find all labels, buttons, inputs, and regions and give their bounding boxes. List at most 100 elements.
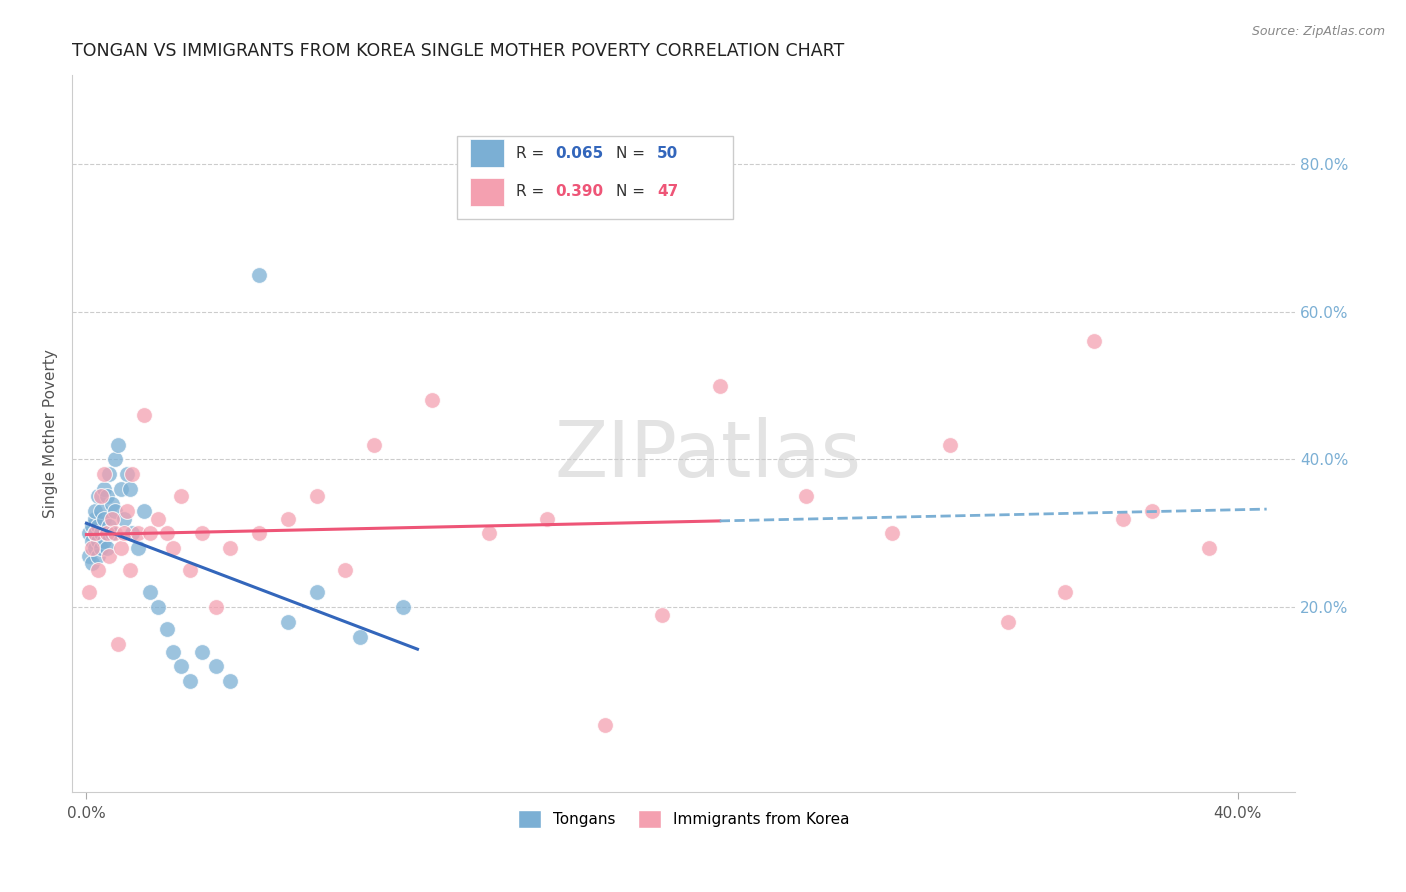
Text: TONGAN VS IMMIGRANTS FROM KOREA SINGLE MOTHER POVERTY CORRELATION CHART: TONGAN VS IMMIGRANTS FROM KOREA SINGLE M…: [72, 42, 844, 60]
Point: [93, 482, 115, 496]
Point: [305, 585, 328, 599]
Point: [79, 585, 101, 599]
Point: [107, 438, 129, 452]
Point: [87, 489, 110, 503]
Point: [277, 511, 299, 525]
Point: [93, 511, 115, 525]
Point: [794, 489, 817, 503]
Point: [478, 526, 501, 541]
Point: [96, 541, 118, 555]
Point: [1140, 504, 1163, 518]
Text: 47: 47: [657, 185, 678, 199]
Point: [651, 607, 673, 622]
Point: [84, 526, 107, 541]
Point: [138, 585, 160, 599]
Point: [84, 526, 107, 541]
Point: [82, 556, 104, 570]
Point: [82, 533, 104, 548]
Point: [90, 526, 112, 541]
Point: [112, 511, 135, 525]
Point: [101, 526, 124, 541]
Point: [98, 467, 121, 482]
Point: [335, 563, 357, 577]
Point: [90, 541, 112, 555]
Point: [84, 511, 107, 525]
Point: [170, 659, 193, 673]
Point: [349, 630, 371, 644]
Point: [247, 268, 270, 282]
Point: [536, 511, 558, 525]
Point: [939, 438, 962, 452]
Point: [118, 482, 141, 496]
Point: [190, 644, 212, 658]
Point: [1198, 541, 1220, 555]
Point: [121, 526, 143, 541]
Text: Source: ZipAtlas.com: Source: ZipAtlas.com: [1251, 25, 1385, 38]
Point: [79, 526, 101, 541]
Point: [96, 526, 118, 541]
Text: N =: N =: [616, 145, 651, 161]
Point: [90, 489, 112, 503]
Point: [305, 489, 328, 503]
Point: [87, 519, 110, 533]
Point: [138, 526, 160, 541]
FancyBboxPatch shape: [470, 178, 503, 206]
Text: ZIPatlas: ZIPatlas: [555, 417, 862, 493]
Point: [1112, 511, 1135, 525]
Point: [179, 563, 201, 577]
Point: [392, 600, 415, 615]
Text: 0.390: 0.390: [555, 185, 603, 199]
Point: [84, 504, 107, 518]
Point: [98, 519, 121, 533]
Point: [709, 378, 731, 392]
Text: 0.065: 0.065: [555, 145, 603, 161]
Point: [148, 511, 170, 525]
Point: [162, 541, 184, 555]
Point: [96, 526, 118, 541]
Point: [247, 526, 270, 541]
Point: [98, 549, 121, 563]
Point: [84, 541, 107, 555]
Point: [87, 549, 110, 563]
Point: [107, 637, 129, 651]
FancyBboxPatch shape: [470, 139, 503, 168]
Point: [82, 541, 104, 555]
Text: 50: 50: [657, 145, 678, 161]
Point: [997, 615, 1019, 629]
Point: [127, 541, 149, 555]
Point: [162, 644, 184, 658]
Point: [79, 549, 101, 563]
Point: [118, 563, 141, 577]
Point: [104, 452, 127, 467]
Point: [96, 489, 118, 503]
Point: [170, 489, 193, 503]
Point: [882, 526, 904, 541]
Point: [420, 393, 443, 408]
Point: [190, 526, 212, 541]
Point: [132, 408, 155, 422]
Point: [93, 467, 115, 482]
Point: [93, 533, 115, 548]
Point: [132, 504, 155, 518]
Text: N =: N =: [616, 185, 651, 199]
Point: [115, 504, 138, 518]
Legend: Tongans, Immigrants from Korea: Tongans, Immigrants from Korea: [512, 804, 856, 835]
Point: [1083, 334, 1105, 349]
Point: [205, 659, 228, 673]
Point: [90, 504, 112, 518]
Point: [219, 541, 242, 555]
Point: [115, 467, 138, 482]
Point: [101, 511, 124, 525]
Point: [104, 504, 127, 518]
Point: [148, 600, 170, 615]
Text: R =: R =: [516, 185, 550, 199]
Point: [110, 482, 132, 496]
Point: [87, 563, 110, 577]
Point: [112, 526, 135, 541]
Y-axis label: Single Mother Poverty: Single Mother Poverty: [44, 349, 58, 518]
Point: [121, 467, 143, 482]
Point: [156, 623, 179, 637]
Point: [179, 674, 201, 689]
Text: R =: R =: [516, 145, 550, 161]
Point: [205, 600, 228, 615]
